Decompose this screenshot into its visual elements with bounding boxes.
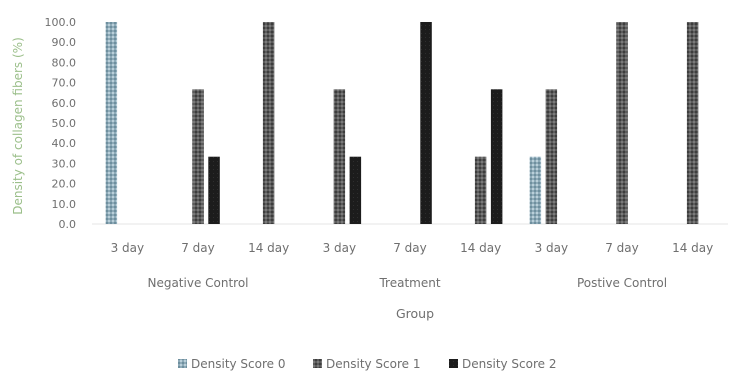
bar-score-2 xyxy=(208,156,220,224)
y-tick-labels: 0.0 10.0 20.0 30.0 40.0 50.0 60.0 70.0 80.0 90.0 1… xyxy=(45,16,77,231)
bar-score-2 xyxy=(420,22,432,224)
y-tick-label: 90.0 xyxy=(52,36,77,49)
category-label: 7 day xyxy=(605,241,639,255)
category-label: 3 day xyxy=(535,241,569,255)
y-tick-label: 10.0 xyxy=(52,198,77,211)
legend-label: Density Score 2 xyxy=(462,357,557,371)
group-label: Treatment xyxy=(378,276,440,290)
group-label: Negative Control xyxy=(147,276,248,290)
y-tick-label: 40.0 xyxy=(52,137,77,150)
group-labels: Negative Control Treatment Postive Control xyxy=(147,276,667,290)
bar-score-1 xyxy=(545,89,558,224)
legend-label: Density Score 1 xyxy=(326,357,421,371)
legend-swatch xyxy=(178,359,187,368)
legend-swatch xyxy=(449,359,458,368)
y-tick-label: 20.0 xyxy=(52,178,77,191)
category-label: 3 day xyxy=(111,241,145,255)
bar-score-1 xyxy=(474,156,487,224)
category-label: 7 day xyxy=(393,241,427,255)
legend-swatch xyxy=(313,359,322,368)
y-axis-title: Density of collagen fibers (%) xyxy=(11,37,25,215)
y-tick-label: 60.0 xyxy=(52,97,77,110)
bar-score-1 xyxy=(616,22,628,224)
category-label: 3 day xyxy=(323,241,357,255)
bar-score-2 xyxy=(349,156,362,224)
bar-score-0 xyxy=(529,156,542,224)
y-tick-label: 50.0 xyxy=(52,117,77,130)
bar-score-1 xyxy=(686,22,699,224)
bar-score-1 xyxy=(192,89,204,224)
category-labels: 3 day 7 day 14 day 3 day 7 day 14 day 3 day 7 d… xyxy=(111,241,714,255)
x-axis-label: Group xyxy=(396,306,434,321)
category-label: 14 day xyxy=(672,241,713,255)
category-label: 14 day xyxy=(460,241,501,255)
bars xyxy=(105,22,699,224)
category-label: 7 day xyxy=(181,241,215,255)
y-axis-label: Density of collagen fibers (%) xyxy=(11,37,25,215)
y-tick-label: 100.0 xyxy=(45,16,77,29)
legend-label: Density Score 0 xyxy=(191,357,286,371)
y-tick-label: 80.0 xyxy=(52,56,77,69)
category-label: 14 day xyxy=(248,241,289,255)
bar-score-1 xyxy=(262,22,275,224)
y-tick-label: 30.0 xyxy=(52,157,77,170)
y-tick-label: 0.0 xyxy=(59,218,77,231)
bar-score-2 xyxy=(490,89,503,224)
legend: Density Score 0 Density Score 1 Density Sc… xyxy=(178,357,557,371)
bar-score-0 xyxy=(105,22,118,224)
y-tick-label: 70.0 xyxy=(52,77,77,90)
group-label: Postive Control xyxy=(577,276,667,290)
bar-score-1 xyxy=(333,89,346,224)
